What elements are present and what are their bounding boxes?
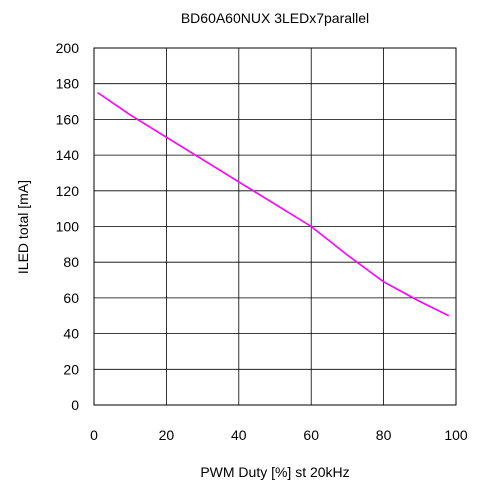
x-tick-label: 0 [90,427,98,443]
y-tick-label: 180 [56,76,80,92]
chart-title: BD60A60NUX 3LEDx7parallel [181,10,369,26]
y-tick-label: 100 [56,219,80,235]
y-tick-label: 200 [56,40,80,56]
x-axis-label: PWM Duty [%] st 20kHz [200,464,349,480]
x-tick-label: 60 [303,427,319,443]
x-tick-label: 80 [376,427,392,443]
y-tick-label: 120 [56,183,80,199]
y-tick-label: 140 [56,147,80,163]
y-tick-label: 160 [56,111,80,127]
x-tick-label: 20 [159,427,175,443]
x-tick-label: 40 [231,427,247,443]
plot-frame [93,47,457,406]
series-layer [97,91,450,317]
grid [93,47,457,406]
y-tick-label: 20 [63,361,79,377]
y-tick-label: 0 [71,397,79,413]
y-tick-label: 40 [63,326,79,342]
y-tick-label: 80 [63,254,79,270]
series-line [97,91,450,317]
y-axis-label: ILED total [mA] [15,180,31,274]
y-tick-label: 60 [63,290,79,306]
x-tick-label: 100 [444,427,468,443]
y-tick-labels: 0 20 40 60 80 100 120 140 160 180 200 [56,40,80,413]
x-tick-labels: 0 20 40 60 80 100 [90,427,468,443]
